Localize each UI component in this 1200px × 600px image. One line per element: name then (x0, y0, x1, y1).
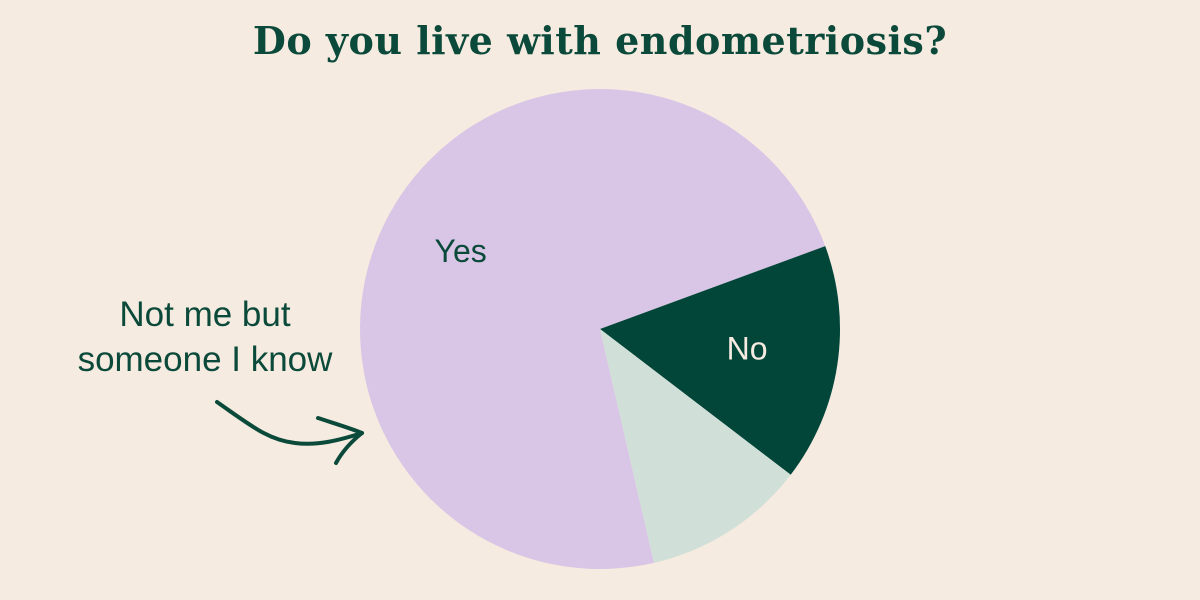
pie-slice-not-me-but-someone-i-know (600, 329, 791, 563)
chart-title: Do you live with endometriosis? (252, 18, 948, 63)
pie-slice-yes (360, 89, 826, 569)
callout-arrow-line (215, 400, 364, 446)
slice-label-no: No (727, 331, 768, 367)
callout-line-2: someone I know (77, 340, 333, 379)
callout-arrow-head (316, 416, 364, 465)
callout-line-1: Not me but (119, 295, 291, 334)
pie-slice-no (600, 246, 841, 475)
slice-label-yes: Yes (435, 233, 487, 269)
callout-label: Not me but someone I know (40, 292, 370, 382)
